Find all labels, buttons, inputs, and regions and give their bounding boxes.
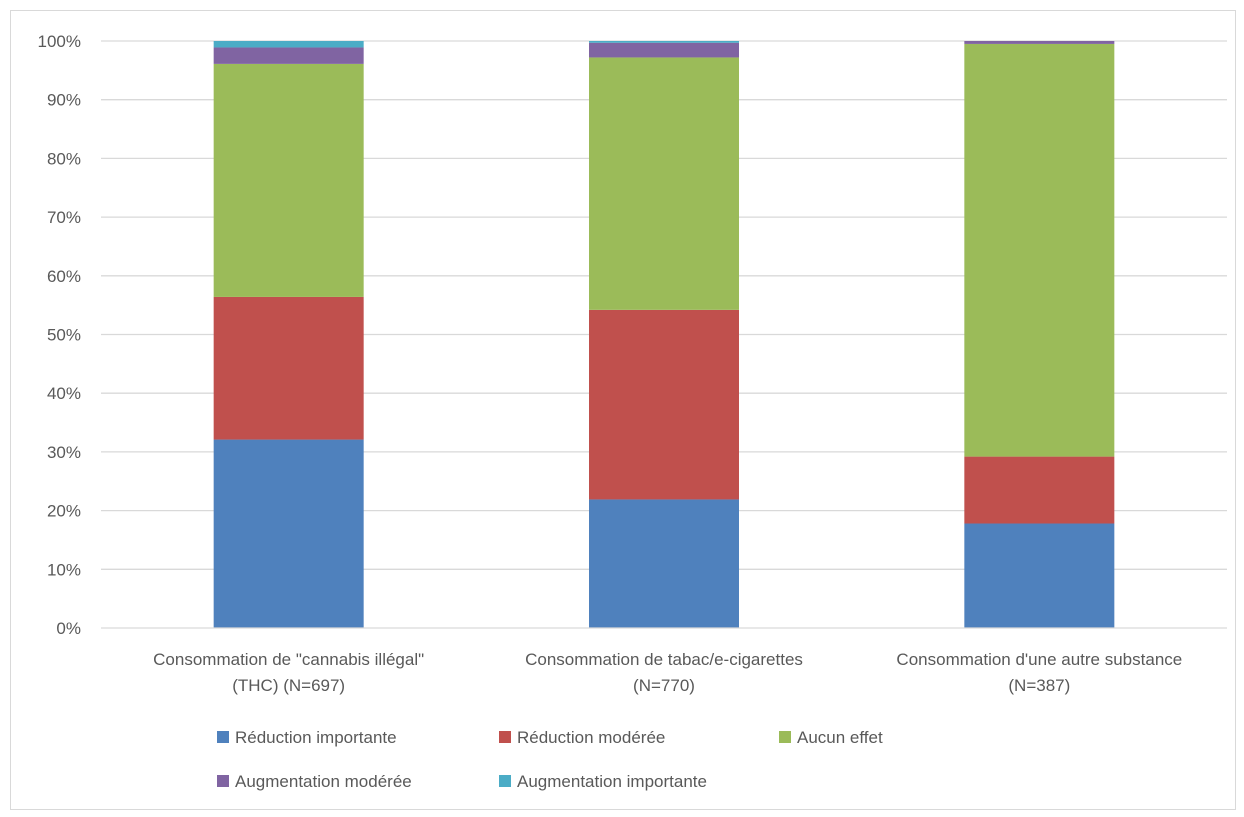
legend-swatch: [499, 775, 511, 787]
legend: Réduction importante Réduction modérée Auc…: [217, 728, 883, 791]
bar-segment: [213, 296, 364, 440]
legend-swatch: [217, 731, 229, 743]
y-tick-label: 100%: [38, 32, 81, 51]
legend-item: Aucun effet: [779, 728, 883, 747]
bar-segment: [213, 439, 364, 628]
category-labels: Consommation de "cannabis illégal" (THC) …: [153, 650, 1182, 695]
bar-segment: [213, 41, 364, 48]
y-tick-label: 40%: [47, 384, 81, 403]
y-tick-label: 0%: [56, 619, 81, 638]
legend-item: Réduction modérée: [499, 728, 665, 747]
bar-segment: [589, 41, 739, 43]
category-label: (N=770): [633, 676, 695, 695]
category-label: Consommation de "cannabis illégal": [153, 650, 424, 669]
y-tick-label: 50%: [47, 326, 81, 345]
y-tick-label: 60%: [47, 267, 81, 286]
y-axis-ticks: 0% 10% 20% 30% 40% 50% 60% 70% 80% 90% 100%: [38, 32, 81, 638]
category-label: (N=387): [1008, 676, 1070, 695]
y-tick-label: 90%: [47, 91, 81, 110]
bar-segment: [213, 47, 364, 64]
bar-segment: [964, 523, 1115, 628]
y-tick-label: 30%: [47, 443, 81, 462]
legend-swatch: [499, 731, 511, 743]
chart-frame: 0% 10% 20% 30% 40% 50% 60% 70% 80% 90% 100% Consom…: [10, 10, 1236, 810]
bar-segment: [589, 57, 739, 310]
legend-swatch: [217, 775, 229, 787]
bar-segment: [589, 42, 739, 58]
legend-item: Réduction importante: [217, 728, 397, 747]
y-tick-label: 80%: [47, 149, 81, 168]
bar-segment: [964, 456, 1115, 524]
category-label: Consommation d'une autre substance: [896, 650, 1182, 669]
y-tick-label: 10%: [47, 560, 81, 579]
legend-label: Augmentation importante: [517, 772, 707, 791]
legend-label: Augmentation modérée: [235, 772, 412, 791]
legend-item: Augmentation modérée: [217, 772, 412, 791]
bar-segment: [964, 43, 1115, 457]
category-label: Consommation de tabac/e-cigarettes: [525, 650, 803, 669]
bar-segment: [589, 499, 739, 628]
bar-segment: [589, 309, 739, 500]
legend-item: Augmentation importante: [499, 772, 707, 791]
y-tick-label: 70%: [47, 208, 81, 227]
bar-segment: [213, 63, 364, 297]
bar-segment: [964, 41, 1115, 44]
legend-label: Réduction modérée: [517, 728, 665, 747]
stacked-bar-chart: 0% 10% 20% 30% 40% 50% 60% 70% 80% 90% 100% Consom…: [38, 32, 1227, 791]
bars: [213, 41, 1115, 628]
legend-label: Réduction importante: [235, 728, 397, 747]
legend-label: Aucun effet: [797, 728, 883, 747]
y-tick-label: 20%: [47, 502, 81, 521]
category-label: (THC) (N=697): [232, 676, 345, 695]
legend-swatch: [779, 731, 791, 743]
